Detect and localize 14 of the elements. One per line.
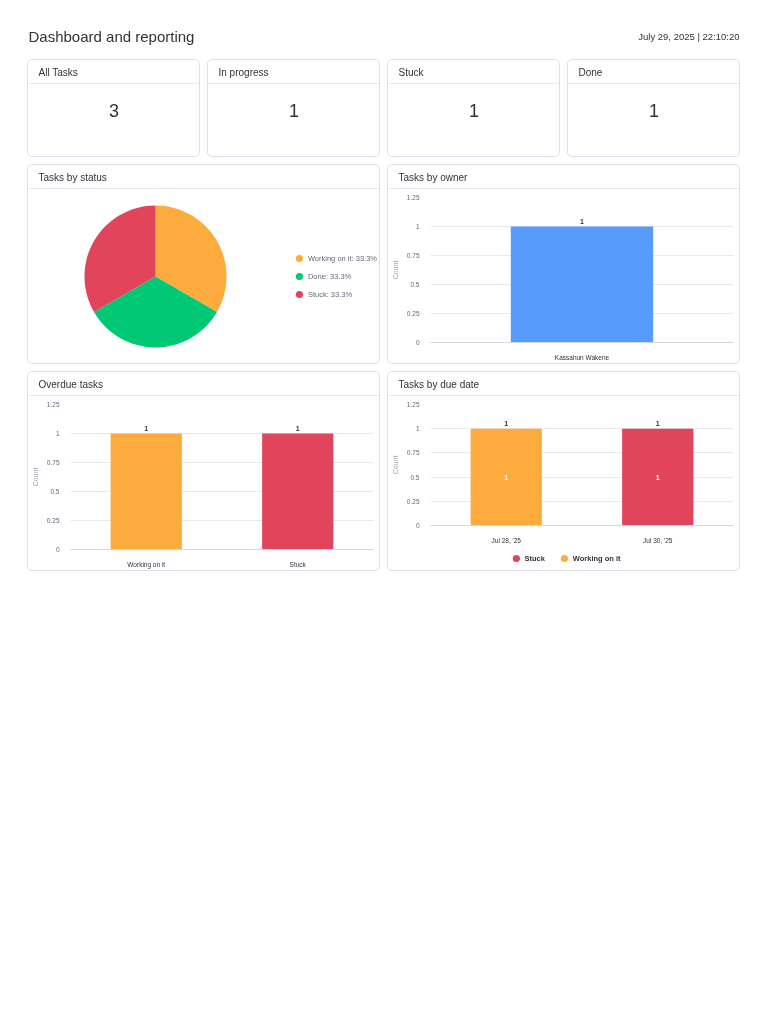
text: 3 (108, 101, 120, 121)
chart-title: Tasks by owner (398, 172, 469, 183)
text: 1 (288, 101, 300, 121)
chart-title: Tasks by due date (398, 379, 480, 390)
chart-title: Overdue tasks (38, 379, 103, 390)
text: Stuck (398, 67, 425, 78)
text: In progress (218, 67, 269, 78)
text: 1 (648, 101, 660, 121)
text: Dashboard and reporting (28, 28, 195, 45)
text: 1 (468, 101, 480, 121)
text: Done (578, 67, 603, 78)
text: All Tasks (38, 67, 78, 78)
text: July 29, 2025 | 22:10:20 (638, 31, 740, 42)
chart-title: Tasks by status (38, 172, 107, 183)
